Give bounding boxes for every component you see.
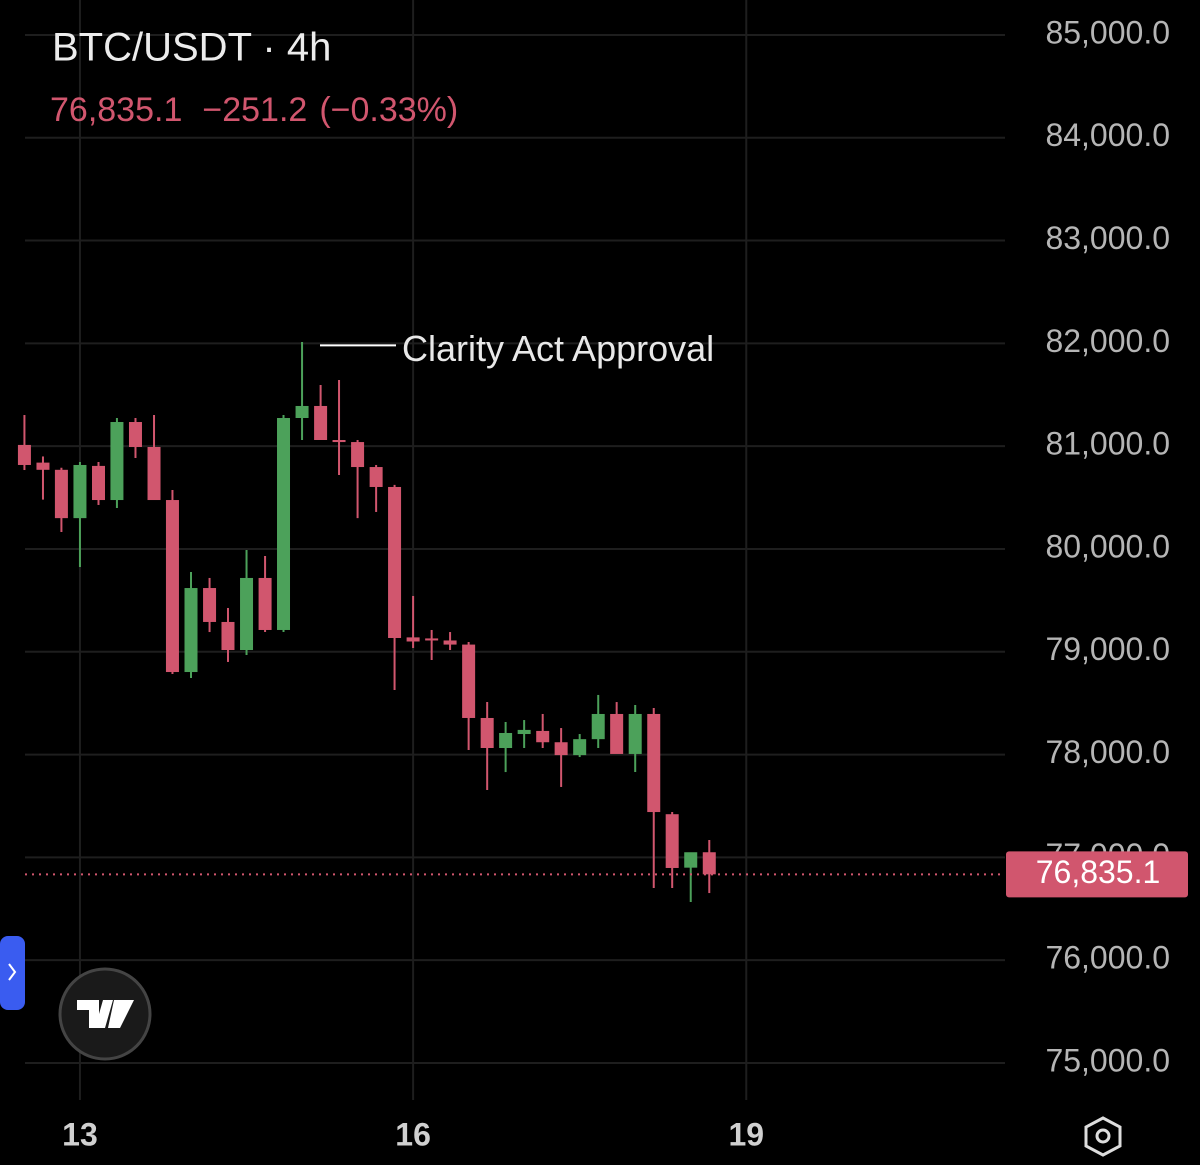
logo-mark xyxy=(77,1000,134,1028)
candle-body xyxy=(591,713,605,740)
candle-body xyxy=(110,422,124,501)
y-tick-label: 81,000.0 xyxy=(1045,426,1170,462)
candle-body xyxy=(406,637,420,642)
candle-body xyxy=(573,739,587,756)
candle-body xyxy=(295,405,309,418)
candle-body xyxy=(665,814,679,868)
candle-body xyxy=(351,442,365,468)
candle-body xyxy=(128,422,142,447)
candle-body xyxy=(203,588,217,622)
y-tick-label: 83,000.0 xyxy=(1045,220,1170,256)
y-tick-label: 79,000.0 xyxy=(1045,631,1170,667)
settings-icon-dot xyxy=(1095,1128,1111,1144)
settings-button[interactable] xyxy=(1084,1116,1122,1157)
header-price: 76,835.1 xyxy=(50,91,182,129)
chevron-icon xyxy=(8,963,17,981)
header-change-pct: (−0.33%) xyxy=(319,91,458,129)
y-tick-label: 82,000.0 xyxy=(1045,323,1170,359)
candle-body xyxy=(517,729,531,735)
x-tick-label: 16 xyxy=(395,1116,431,1152)
candle-body xyxy=(628,713,642,754)
annotation-text: Clarity Act Approval xyxy=(402,328,714,369)
candle-body xyxy=(480,717,494,748)
candles xyxy=(17,342,716,902)
y-tick-label: 78,000.0 xyxy=(1045,734,1170,770)
candle-body xyxy=(240,577,254,651)
candle-body xyxy=(425,638,439,641)
candle-body xyxy=(165,500,179,673)
candle-body xyxy=(684,852,698,868)
candle-body xyxy=(536,730,550,743)
candle-body xyxy=(647,713,661,813)
candle-body xyxy=(54,469,68,519)
axes: 85,000.0 84,000.0 83,000.0 82,000.0 81,000.0… xyxy=(25,14,1188,1152)
candle-body xyxy=(369,467,383,487)
chart-title: BTC/USDT · 4h xyxy=(52,26,331,70)
x-tick-label: 19 xyxy=(728,1116,764,1152)
candle-body xyxy=(314,405,328,440)
candle-body xyxy=(443,640,457,645)
candle-body xyxy=(554,742,568,756)
candle-body xyxy=(73,464,87,519)
candle-body xyxy=(499,732,513,748)
candle-body xyxy=(258,577,272,630)
candle-body xyxy=(184,588,198,673)
last-price-badge xyxy=(1006,851,1188,898)
y-tick-label: 75,000.0 xyxy=(1045,1042,1170,1078)
last-price-label: 76,835.1 xyxy=(1036,854,1161,890)
candle-body xyxy=(92,465,106,501)
candle-body xyxy=(610,713,624,754)
candle-body xyxy=(147,446,161,501)
candle-body xyxy=(277,418,291,630)
x-tick-label: 13 xyxy=(62,1116,98,1152)
y-tick-label: 80,000.0 xyxy=(1045,528,1170,564)
header-change: −251.2 xyxy=(202,91,307,129)
candle-body xyxy=(17,444,31,465)
candle-body xyxy=(36,462,50,470)
y-tick-label: 85,000.0 xyxy=(1045,14,1170,50)
candle-body xyxy=(462,644,476,718)
candle-body xyxy=(388,486,402,638)
candle-body xyxy=(221,621,235,651)
y-tick-label: 76,000.0 xyxy=(1045,940,1170,976)
candle-body xyxy=(702,852,716,875)
grid xyxy=(25,0,1005,1100)
candle-body xyxy=(332,440,346,443)
y-tick-label: 84,000.0 xyxy=(1045,117,1170,153)
side-panel-toggle[interactable] xyxy=(0,936,25,1010)
